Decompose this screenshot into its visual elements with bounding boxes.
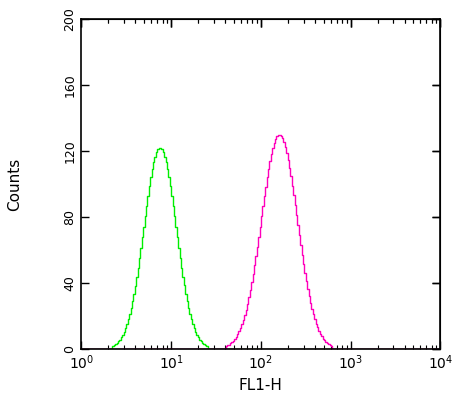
X-axis label: FL1-H: FL1-H xyxy=(239,378,282,393)
Y-axis label: Counts: Counts xyxy=(7,157,22,210)
